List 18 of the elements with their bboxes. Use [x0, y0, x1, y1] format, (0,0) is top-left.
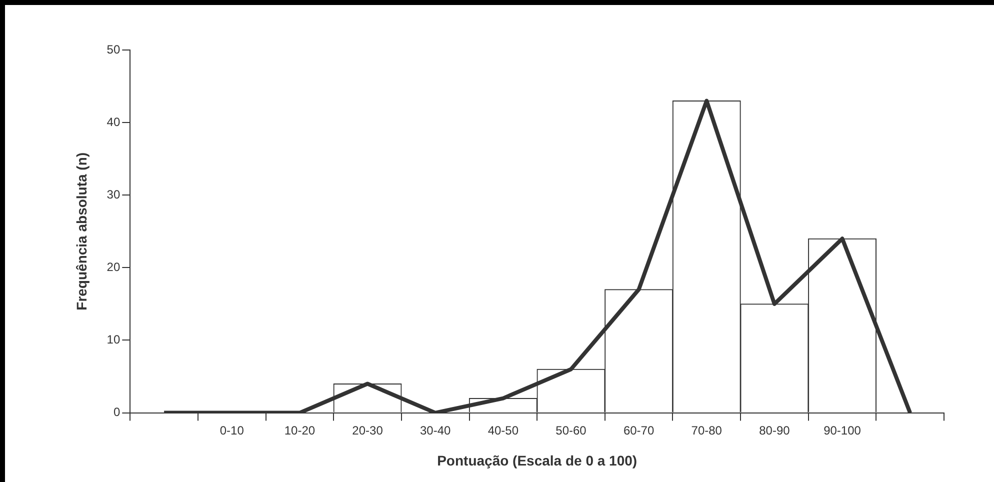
x-tick-label: 90-100 — [824, 423, 862, 438]
x-tick-label: 10-20 — [284, 423, 316, 438]
x-tick-label: 50-60 — [556, 423, 587, 438]
y-tick-label: 20 — [106, 260, 120, 274]
x-tick-label: 40-50 — [488, 423, 519, 438]
y-tick-label: 0 — [113, 405, 120, 420]
x-tick-label: 70-80 — [691, 423, 722, 438]
x-tick-label: 30-40 — [420, 423, 452, 438]
x-tick-label: 80-90 — [759, 423, 790, 438]
x-tick-label: 0-10 — [220, 423, 244, 438]
x-tick-label: 60-70 — [623, 423, 654, 438]
y-tick-label: 50 — [106, 42, 120, 56]
y-tick-label: 10 — [106, 332, 120, 347]
x-axis-title: Pontuação (Escala de 0 a 100) — [437, 452, 638, 468]
y-axis-title: Frequência absoluta (n) — [73, 152, 90, 310]
y-tick-label: 30 — [106, 187, 120, 202]
x-tick-label: 20-30 — [352, 423, 384, 438]
y-tick-label: 40 — [106, 114, 120, 129]
